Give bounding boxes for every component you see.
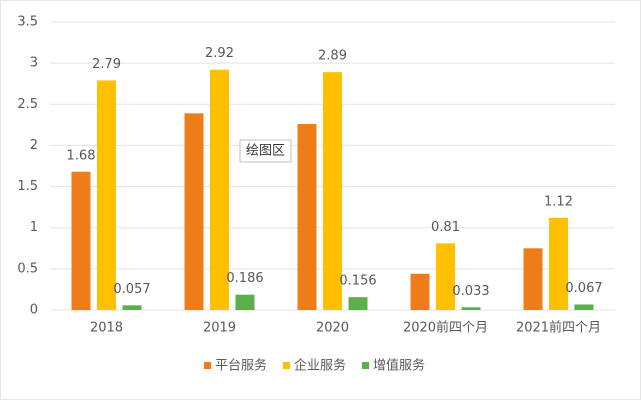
bar <box>523 248 543 310</box>
annotation: 绘图区 <box>246 144 285 159</box>
y-tick-label: 0.5 <box>17 261 38 276</box>
x-tick-label: 2018 <box>90 321 123 336</box>
bar <box>348 297 368 310</box>
y-tick-label: 2.5 <box>17 97 38 112</box>
legend-swatch <box>204 362 211 369</box>
legend-label: 平台服务 <box>215 358 267 374</box>
legend-label: 企业服务 <box>294 358 346 374</box>
bar <box>461 307 481 310</box>
annotation-box <box>239 139 292 163</box>
data-label: 0.057 <box>113 282 150 297</box>
data-label: 1.12 <box>544 194 573 209</box>
y-tick-label: 3 <box>30 56 38 71</box>
legend-label: 增值服务 <box>373 358 425 374</box>
bar <box>122 305 142 310</box>
bar <box>184 113 204 310</box>
bar <box>323 72 342 311</box>
data-label: 0.186 <box>226 271 263 286</box>
bar <box>210 69 229 311</box>
bar <box>71 171 91 310</box>
bar <box>97 80 116 311</box>
legend-swatch <box>362 362 370 369</box>
y-tick-label: 2 <box>30 138 38 153</box>
legend-swatch <box>283 362 291 369</box>
bar <box>410 273 430 310</box>
x-tick-label: 2020 <box>316 321 349 336</box>
y-tick-label: 1 <box>30 220 38 235</box>
y-tick-label: 3.5 <box>17 15 38 30</box>
x-tick-label: 2020前四个月 <box>403 320 488 336</box>
data-label: 0.81 <box>431 220 460 235</box>
data-label: 0.033 <box>452 284 489 299</box>
bar <box>574 304 594 310</box>
data-label: 1.68 <box>67 148 96 163</box>
bar <box>235 294 255 310</box>
data-label: 2.79 <box>92 57 121 72</box>
data-label: 2.89 <box>318 49 347 64</box>
data-label: 0.067 <box>565 281 602 296</box>
bar <box>297 124 317 310</box>
bar <box>436 243 455 310</box>
x-tick-label: 2019 <box>203 321 236 336</box>
bar <box>549 217 568 310</box>
data-label: 2.92 <box>205 46 234 61</box>
y-tick-label: 0 <box>30 303 38 318</box>
y-tick-label: 1.5 <box>17 179 38 194</box>
x-tick-label: 2021前四个月 <box>516 320 601 336</box>
data-label: 0.156 <box>339 274 376 289</box>
